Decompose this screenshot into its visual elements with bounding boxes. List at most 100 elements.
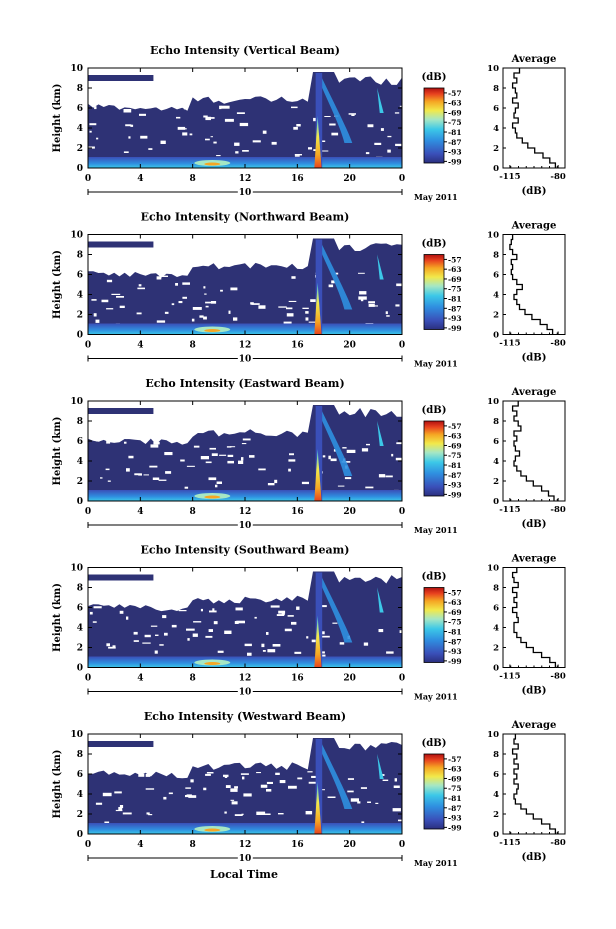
echo-region	[88, 738, 402, 834]
x-tick-label: 16	[291, 341, 304, 351]
panel-title: Echo Intensity (Eastward Beam)	[145, 377, 344, 390]
no-data-gap	[122, 812, 132, 815]
no-data-gap	[296, 606, 300, 610]
no-data-gap	[175, 283, 178, 286]
x-tick-label: 8	[190, 341, 196, 351]
average-title: Average	[511, 221, 557, 232]
no-data-gap	[142, 642, 151, 644]
no-data-gap	[206, 772, 214, 774]
no-data-gap	[154, 105, 162, 108]
no-data-gap	[124, 441, 127, 444]
average-y-tick-label: 6	[493, 437, 499, 447]
x-tick-label: 20	[343, 341, 356, 351]
y-tick-label: 2	[77, 644, 83, 654]
no-data-gap	[164, 632, 168, 636]
x-tick-label: 20	[343, 507, 356, 517]
echo-region	[88, 405, 402, 501]
no-data-gap	[230, 446, 236, 448]
colorbar-tick-label: -99	[448, 823, 462, 832]
y-tick-label: 8	[77, 251, 83, 261]
no-data-gap	[396, 283, 405, 287]
no-data-gap	[156, 320, 166, 323]
no-data-gap	[158, 479, 167, 481]
x-tick-label: 20	[343, 840, 356, 850]
colorbar-tick-label: -69	[448, 441, 462, 450]
colorbar-tick-label: -81	[448, 295, 462, 304]
no-data-gap	[286, 313, 294, 317]
no-data-gap	[210, 136, 213, 138]
average-x-tick-label: -80	[550, 838, 565, 848]
no-data-gap	[209, 610, 217, 613]
no-data-gap	[227, 460, 234, 464]
no-data-gap	[112, 645, 116, 648]
average-y-tick-label: 0	[493, 664, 499, 674]
no-data-gap	[186, 628, 195, 631]
no-data-gap	[127, 271, 132, 275]
average-frame	[502, 234, 566, 335]
no-data-gap	[192, 633, 198, 637]
no-data-gap	[203, 316, 207, 320]
average-y-tick-label: 0	[493, 331, 499, 341]
colorbar-tick-label: -87	[448, 471, 462, 480]
x-tick-label: 4	[137, 341, 143, 351]
no-data-gap	[399, 105, 409, 107]
no-data-gap	[258, 305, 266, 309]
no-data-gap	[119, 610, 124, 614]
no-data-gap	[164, 452, 173, 456]
average-y-tick-label: 10	[487, 730, 499, 740]
storm-column	[315, 739, 323, 834]
no-data-gap	[205, 461, 212, 464]
no-data-gap	[279, 780, 286, 784]
colorbar	[423, 587, 445, 663]
no-data-gap	[365, 152, 370, 155]
x-tick-label: 0	[399, 341, 405, 351]
no-data-gap	[200, 608, 203, 612]
no-data-gap	[363, 642, 369, 646]
no-data-gap	[360, 787, 367, 789]
no-data-gap	[242, 776, 245, 780]
no-data-gap	[313, 149, 316, 151]
no-data-gap	[361, 821, 365, 824]
no-data-gap	[168, 792, 173, 795]
colorbar-unit: (dB)	[422, 738, 447, 749]
average-x-label: (dB)	[522, 519, 547, 530]
no-data-gap	[321, 605, 327, 608]
echo-region	[88, 571, 402, 668]
no-data-gap	[184, 486, 189, 489]
y-axis-label: Height (km)	[52, 250, 63, 319]
no-data-gap	[308, 147, 312, 150]
no-data-gap	[359, 291, 367, 295]
colorbar-tick-label: -57	[448, 422, 462, 431]
no-data-gap	[101, 299, 109, 303]
no-data-gap	[92, 621, 97, 623]
no-data-gap	[93, 606, 102, 609]
no-data-gap	[387, 149, 391, 153]
average-x-label: (dB)	[522, 353, 547, 364]
no-data-gap	[368, 301, 375, 304]
no-data-gap	[165, 471, 172, 474]
no-data-gap	[119, 805, 124, 809]
no-data-gap	[262, 650, 266, 652]
no-data-gap	[205, 117, 215, 119]
colorbar-tick-label: -87	[448, 138, 462, 147]
boundary-layer-core	[204, 329, 221, 332]
boundary-layer-core	[204, 662, 221, 665]
colorbar-tick-label: -93	[448, 647, 462, 656]
no-data-gap	[205, 301, 213, 304]
y-tick-label: 10	[70, 231, 83, 241]
no-data-gap	[104, 821, 110, 825]
no-data-gap	[186, 465, 195, 467]
colorbar-tick-label: -63	[448, 765, 462, 774]
no-data-gap	[262, 813, 271, 815]
no-data-gap	[94, 106, 97, 110]
average-x-tick-label: -80	[550, 672, 565, 682]
no-data-gap	[319, 140, 326, 142]
no-data-gap	[378, 629, 384, 633]
y-axis-label: Height (km)	[52, 417, 63, 486]
average-y-tick-label: 2	[493, 644, 499, 654]
panel-title: Echo Intensity (Vertical Beam)	[150, 44, 340, 57]
no-data-gap	[216, 481, 222, 484]
colorbar-tick-label: -93	[448, 314, 462, 323]
no-data-gap	[100, 477, 103, 479]
y-tick-label: 0	[77, 331, 83, 341]
